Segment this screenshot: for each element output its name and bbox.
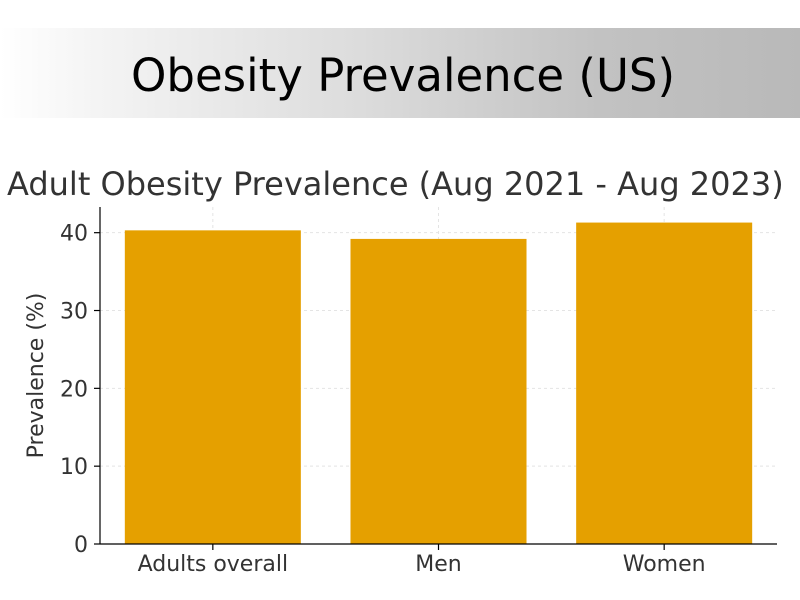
bar bbox=[350, 238, 527, 545]
x-tick-label: Women bbox=[623, 552, 706, 577]
chart-title: Adult Obesity Prevalence (Aug 2021 - Aug… bbox=[7, 165, 784, 203]
x-tick-label: Men bbox=[415, 552, 461, 577]
y-tick-label: 30 bbox=[60, 300, 88, 325]
bar bbox=[124, 230, 301, 544]
y-tick-label: 0 bbox=[74, 533, 88, 558]
bar bbox=[576, 222, 753, 544]
page-title: Obesity Prevalence (US) bbox=[131, 49, 675, 102]
chart-labels: 0 10 20 30 40 Adults overall Men Women Prevalenc… bbox=[7, 165, 784, 577]
y-tick-label: 20 bbox=[60, 377, 88, 402]
header-banner bbox=[0, 28, 800, 118]
bars bbox=[124, 222, 753, 545]
axes bbox=[94, 207, 777, 550]
y-tick-label: 10 bbox=[60, 455, 88, 480]
x-tick-label: Adults overall bbox=[138, 552, 289, 577]
y-axis-label: Prevalence (%) bbox=[24, 293, 49, 459]
y-tick-label: 40 bbox=[60, 222, 88, 247]
